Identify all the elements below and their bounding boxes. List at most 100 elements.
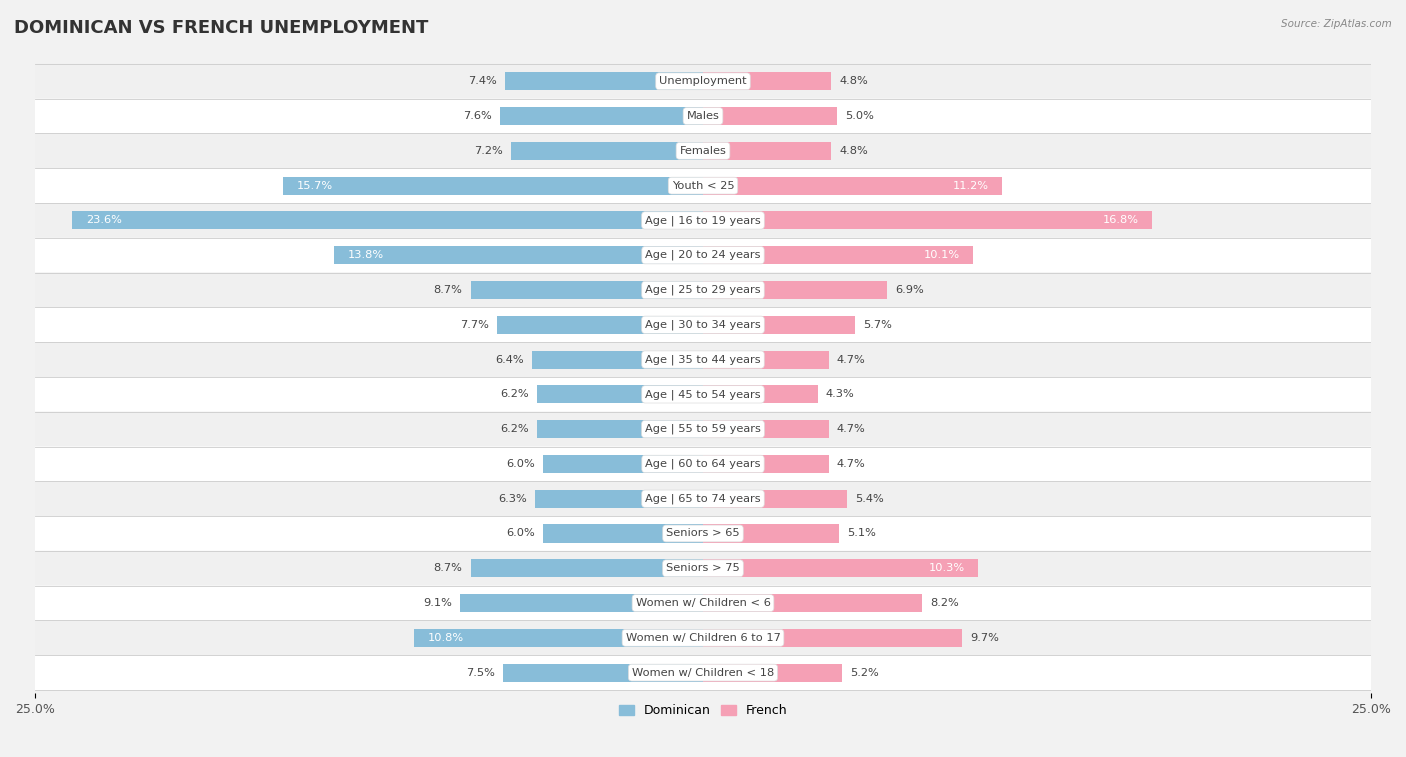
Text: 7.6%: 7.6%: [463, 111, 492, 121]
Text: Age | 60 to 64 years: Age | 60 to 64 years: [645, 459, 761, 469]
Text: Women w/ Children < 18: Women w/ Children < 18: [631, 668, 775, 678]
Text: Age | 65 to 74 years: Age | 65 to 74 years: [645, 494, 761, 504]
Bar: [471, 559, 703, 578]
Text: Age | 35 to 44 years: Age | 35 to 44 years: [645, 354, 761, 365]
FancyBboxPatch shape: [35, 98, 1371, 133]
Text: Age | 16 to 19 years: Age | 16 to 19 years: [645, 215, 761, 226]
Text: 9.1%: 9.1%: [423, 598, 451, 608]
Bar: [415, 629, 703, 647]
Text: Women w/ Children < 6: Women w/ Children < 6: [636, 598, 770, 608]
Bar: [703, 594, 922, 612]
Bar: [703, 72, 831, 90]
Text: Seniors > 75: Seniors > 75: [666, 563, 740, 573]
Bar: [703, 246, 973, 264]
FancyBboxPatch shape: [35, 64, 1371, 98]
Text: Age | 55 to 59 years: Age | 55 to 59 years: [645, 424, 761, 435]
Bar: [543, 455, 703, 473]
Text: Males: Males: [686, 111, 720, 121]
FancyBboxPatch shape: [35, 203, 1371, 238]
Text: Age | 30 to 34 years: Age | 30 to 34 years: [645, 319, 761, 330]
FancyBboxPatch shape: [35, 481, 1371, 516]
Bar: [284, 176, 703, 195]
Text: 10.1%: 10.1%: [924, 251, 959, 260]
Text: 6.4%: 6.4%: [495, 354, 524, 365]
Bar: [703, 142, 831, 160]
Bar: [703, 420, 828, 438]
Text: 5.7%: 5.7%: [863, 319, 893, 330]
Text: 6.0%: 6.0%: [506, 528, 534, 538]
FancyBboxPatch shape: [35, 447, 1371, 481]
Text: 7.4%: 7.4%: [468, 76, 498, 86]
Text: 5.2%: 5.2%: [851, 668, 879, 678]
FancyBboxPatch shape: [35, 656, 1371, 690]
Text: 11.2%: 11.2%: [953, 181, 988, 191]
Text: 4.7%: 4.7%: [837, 459, 865, 469]
Bar: [703, 316, 855, 334]
Bar: [501, 107, 703, 125]
Text: Seniors > 65: Seniors > 65: [666, 528, 740, 538]
Bar: [703, 176, 1002, 195]
Text: Age | 45 to 54 years: Age | 45 to 54 years: [645, 389, 761, 400]
Bar: [703, 490, 848, 508]
Text: Females: Females: [679, 146, 727, 156]
Text: Age | 25 to 29 years: Age | 25 to 29 years: [645, 285, 761, 295]
Text: 4.7%: 4.7%: [837, 424, 865, 434]
Text: 4.7%: 4.7%: [837, 354, 865, 365]
Text: DOMINICAN VS FRENCH UNEMPLOYMENT: DOMINICAN VS FRENCH UNEMPLOYMENT: [14, 19, 429, 37]
Bar: [335, 246, 703, 264]
Text: 4.8%: 4.8%: [839, 146, 868, 156]
Bar: [505, 72, 703, 90]
Legend: Dominican, French: Dominican, French: [614, 699, 792, 722]
Bar: [703, 107, 837, 125]
Bar: [537, 420, 703, 438]
Bar: [502, 664, 703, 681]
FancyBboxPatch shape: [35, 412, 1371, 447]
FancyBboxPatch shape: [35, 586, 1371, 621]
Text: 4.3%: 4.3%: [825, 389, 855, 400]
Text: 23.6%: 23.6%: [86, 216, 121, 226]
Bar: [537, 385, 703, 403]
Text: 7.2%: 7.2%: [474, 146, 502, 156]
Bar: [703, 211, 1152, 229]
FancyBboxPatch shape: [35, 342, 1371, 377]
Bar: [703, 664, 842, 681]
Text: 10.8%: 10.8%: [427, 633, 464, 643]
Text: 6.2%: 6.2%: [501, 424, 529, 434]
Text: Source: ZipAtlas.com: Source: ZipAtlas.com: [1281, 19, 1392, 29]
Bar: [703, 385, 818, 403]
Text: 9.7%: 9.7%: [970, 633, 1000, 643]
Text: 8.7%: 8.7%: [433, 285, 463, 295]
Text: 8.2%: 8.2%: [931, 598, 959, 608]
FancyBboxPatch shape: [35, 307, 1371, 342]
Text: 7.7%: 7.7%: [460, 319, 489, 330]
FancyBboxPatch shape: [35, 551, 1371, 586]
FancyBboxPatch shape: [35, 238, 1371, 273]
Text: Unemployment: Unemployment: [659, 76, 747, 86]
Text: 10.3%: 10.3%: [929, 563, 965, 573]
Text: 4.8%: 4.8%: [839, 76, 868, 86]
Text: 15.7%: 15.7%: [297, 181, 333, 191]
Text: Women w/ Children 6 to 17: Women w/ Children 6 to 17: [626, 633, 780, 643]
Bar: [471, 281, 703, 299]
Text: 6.3%: 6.3%: [498, 494, 527, 503]
FancyBboxPatch shape: [35, 133, 1371, 168]
Bar: [510, 142, 703, 160]
FancyBboxPatch shape: [35, 621, 1371, 656]
Text: 8.7%: 8.7%: [433, 563, 463, 573]
Bar: [703, 629, 962, 647]
Bar: [703, 350, 828, 369]
Text: 6.2%: 6.2%: [501, 389, 529, 400]
Text: 6.0%: 6.0%: [506, 459, 534, 469]
Text: 6.9%: 6.9%: [896, 285, 924, 295]
Text: 7.5%: 7.5%: [465, 668, 495, 678]
Text: 5.1%: 5.1%: [848, 528, 876, 538]
Text: Age | 20 to 24 years: Age | 20 to 24 years: [645, 250, 761, 260]
Text: 5.0%: 5.0%: [845, 111, 873, 121]
Bar: [543, 525, 703, 543]
Text: 13.8%: 13.8%: [347, 251, 384, 260]
FancyBboxPatch shape: [35, 273, 1371, 307]
Bar: [534, 490, 703, 508]
Text: Youth < 25: Youth < 25: [672, 181, 734, 191]
Bar: [498, 316, 703, 334]
Bar: [703, 281, 887, 299]
